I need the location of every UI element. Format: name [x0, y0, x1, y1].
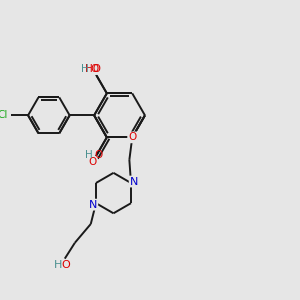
Text: O: O: [128, 132, 136, 142]
Text: Cl: Cl: [0, 110, 8, 120]
Text: O: O: [94, 150, 103, 160]
Text: H: H: [53, 260, 62, 270]
Text: HO: HO: [85, 64, 101, 74]
Text: N: N: [130, 176, 138, 187]
Text: H: H: [81, 64, 88, 74]
Text: N: N: [89, 200, 97, 210]
Text: O: O: [88, 157, 97, 167]
Text: O: O: [62, 260, 70, 270]
Text: O: O: [90, 64, 98, 74]
Text: H: H: [85, 150, 92, 160]
